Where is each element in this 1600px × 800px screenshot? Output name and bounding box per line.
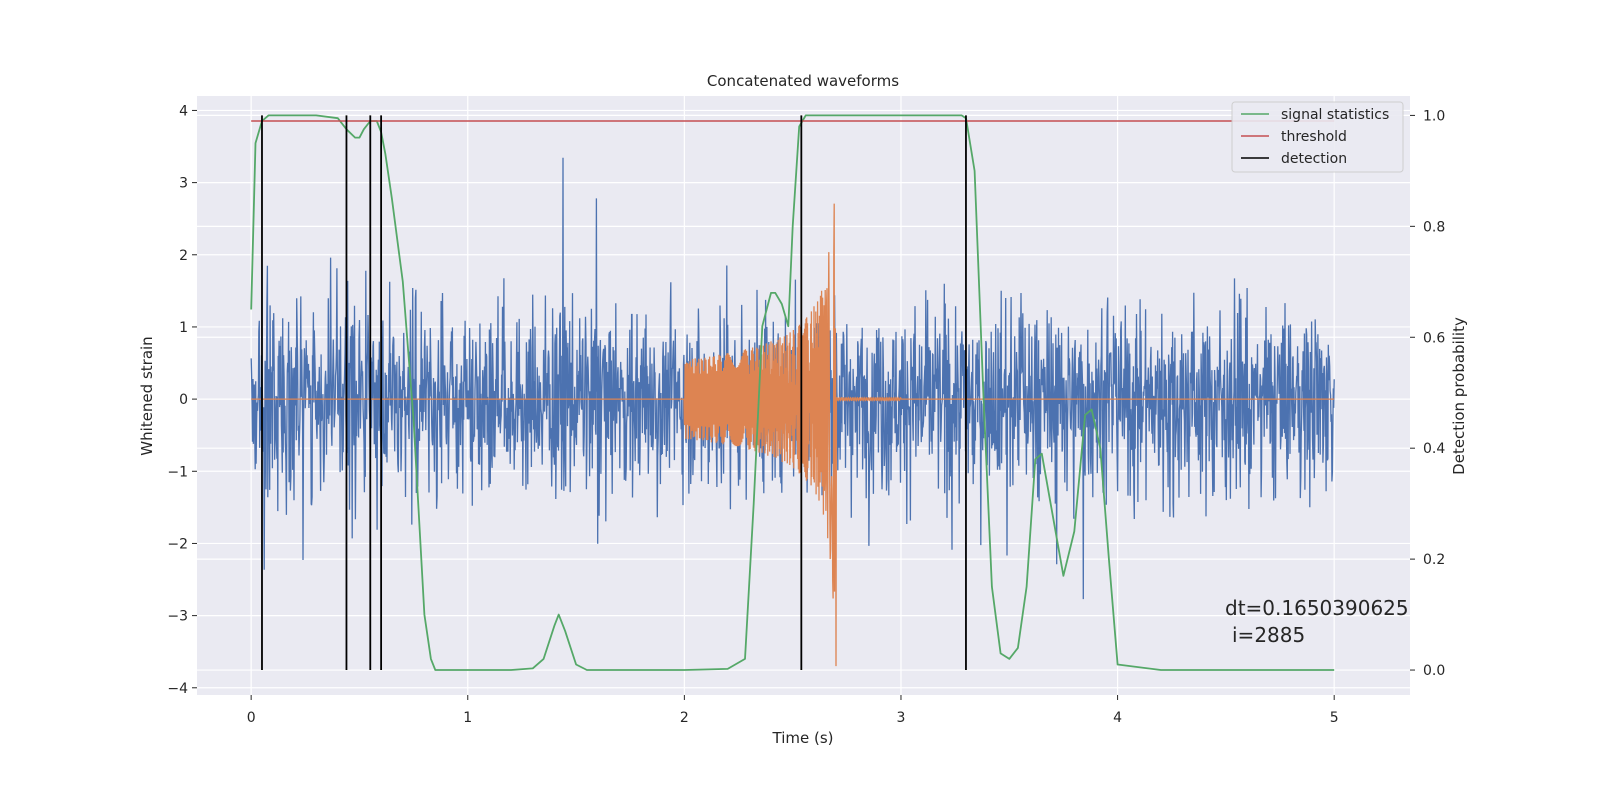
- annotation-i: i=2885: [1232, 623, 1305, 647]
- legend-label-threshold: threshold: [1281, 129, 1347, 145]
- annotation-dt: dt=0.1650390625: [1225, 596, 1409, 620]
- y-tick-label: 2: [179, 248, 188, 264]
- x-tick-label: 0: [247, 710, 256, 726]
- x-tick-label: 1: [463, 710, 472, 726]
- y2-tick-label: 0.2: [1423, 552, 1445, 568]
- waveform-path: [251, 203, 1335, 667]
- y2-tick-label: 0.6: [1423, 330, 1445, 346]
- y2-axis-label: Detection probability: [1450, 317, 1468, 475]
- y2-tick-label: 0.8: [1423, 219, 1445, 235]
- axes-ticks: 0 1 2 3 4 5 −4 −3 −2 −1 0 1 2 3 4 0.0 0.2 0.4 0.6 0.8 1.0: [167, 103, 1445, 726]
- legend: signal statistics threshold detection: [1231, 101, 1404, 173]
- y-axis-label: Whitened strain: [138, 336, 156, 455]
- x-axis-label: Time (s): [772, 729, 834, 747]
- y-tick-label: 3: [179, 176, 188, 192]
- y-tick-label: −1: [167, 464, 188, 480]
- y-tick-label: −2: [167, 536, 188, 552]
- detection-lines: [261, 115, 967, 671]
- y-tick-label: 1: [179, 320, 188, 336]
- y-tick-label: −4: [167, 681, 188, 697]
- x-tick-label: 3: [897, 710, 906, 726]
- chart-title: Concatenated waveforms: [707, 72, 899, 90]
- y2-tick-label: 1.0: [1423, 108, 1445, 124]
- y-tick-label: −3: [167, 609, 188, 625]
- x-tick-label: 5: [1330, 710, 1339, 726]
- x-tick-label: 4: [1113, 710, 1122, 726]
- y2-tick-label: 0.0: [1423, 663, 1445, 679]
- x-tick-label: 2: [680, 710, 689, 726]
- legend-box: [1231, 101, 1404, 173]
- legend-label-detection: detection: [1281, 151, 1347, 167]
- injected-waveform-trace: [251, 203, 1335, 667]
- y-tick-label: 0: [179, 392, 188, 408]
- y2-tick-label: 0.4: [1423, 441, 1445, 457]
- legend-label-signal-statistics: signal statistics: [1281, 107, 1389, 123]
- y-tick-label: 4: [179, 103, 188, 119]
